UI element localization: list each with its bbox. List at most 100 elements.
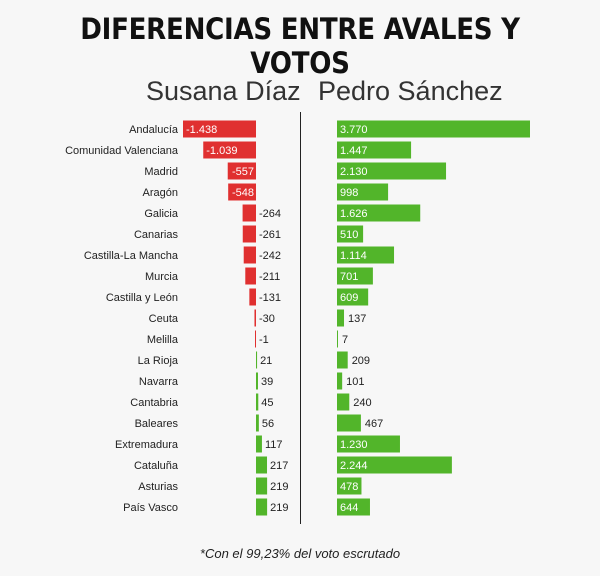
category-label-pais-vasco: País Vasco	[123, 502, 178, 514]
value-label-pedro-la-rioja: 209	[352, 355, 370, 367]
category-label-castilla-y-leon: Castilla y León	[106, 292, 178, 304]
category-label-navarra: Navarra	[139, 376, 179, 388]
footnote: *Con el 99,23% del voto escrutado	[199, 546, 401, 561]
bar-pedro-navarra	[337, 372, 343, 390]
bar-susana-castilla-la-mancha	[243, 246, 256, 264]
value-label-susana-ceuta: -30	[259, 313, 275, 325]
bar-pedro-andalucia	[337, 120, 530, 138]
value-label-susana-la-rioja: 21	[260, 355, 272, 367]
value-label-pedro-extremadura: 1.230	[340, 439, 368, 451]
bar-susana-navarra	[256, 372, 258, 390]
value-label-pedro-cataluna: 2.244	[340, 460, 368, 472]
category-label-castilla-la-mancha: Castilla-La Mancha	[84, 250, 179, 262]
bar-susana-cataluna	[256, 456, 268, 474]
category-label-la-rioja: La Rioja	[138, 355, 179, 367]
bar-susana-melilla	[255, 330, 256, 348]
category-label-canarias: Canarias	[134, 229, 179, 241]
category-label-melilla: Melilla	[147, 334, 179, 346]
category-label-cantabria: Cantabria	[130, 397, 179, 409]
bar-susana-comunidad-valenciana	[203, 141, 256, 159]
bar-pedro-ceuta	[337, 309, 345, 327]
chart-title: DIFERENCIAS ENTRE AVALES Y VOTOS	[80, 12, 520, 80]
value-label-pedro-melilla: 7	[342, 334, 348, 346]
value-label-susana-extremadura: 117	[265, 439, 283, 451]
category-label-andalucia: Andalucía	[129, 124, 179, 136]
bar-susana-castilla-y-leon	[249, 288, 256, 306]
bar-pedro-comunidad-valenciana	[337, 141, 412, 159]
value-label-pedro-pais-vasco: 644	[340, 502, 358, 514]
value-label-susana-andalucia: -1.438	[186, 124, 217, 136]
bar-pedro-cantabria	[337, 393, 350, 411]
bar-pedro-galicia	[337, 204, 421, 222]
value-label-pedro-cantabria: 240	[353, 397, 371, 409]
value-label-susana-comunidad-valenciana: -1.039	[206, 145, 237, 157]
bar-pedro-la-rioja	[337, 351, 348, 369]
bar-pedro-aragon	[337, 183, 389, 201]
value-label-pedro-ceuta: 137	[348, 313, 366, 325]
bar-pedro-melilla	[337, 330, 338, 348]
value-label-susana-galicia: -264	[259, 208, 281, 220]
center-divider	[300, 112, 301, 524]
bar-susana-aragon	[228, 183, 256, 201]
bar-susana-la-rioja	[256, 351, 258, 369]
category-label-cataluna: Cataluña	[134, 460, 179, 472]
value-label-pedro-madrid: 2.130	[340, 166, 368, 178]
bar-pedro-murcia	[337, 267, 373, 285]
bar-pedro-castilla-la-mancha	[337, 246, 395, 264]
bar-susana-galicia	[242, 204, 256, 222]
bar-susana-cantabria	[256, 393, 259, 411]
bar-susana-extremadura	[256, 435, 262, 453]
bar-pedro-extremadura	[337, 435, 400, 453]
value-label-pedro-navarra: 101	[346, 376, 364, 388]
category-label-aragon: Aragón	[143, 187, 178, 199]
value-label-susana-canarias: -261	[259, 229, 281, 241]
category-label-murcia: Murcia	[145, 271, 179, 283]
bar-pedro-asturias	[337, 477, 362, 495]
value-label-susana-murcia: -211	[259, 271, 280, 283]
value-label-pedro-baleares: 467	[365, 418, 383, 430]
value-label-susana-madrid: -557	[232, 166, 254, 178]
value-label-pedro-castilla-y-leon: 609	[340, 292, 358, 304]
category-label-galicia: Galicia	[144, 208, 179, 220]
value-label-pedro-comunidad-valenciana: 1.447	[340, 145, 368, 157]
bar-pedro-pais-vasco	[337, 498, 370, 516]
value-label-susana-castilla-y-leon: -131	[259, 292, 281, 304]
bar-pedro-madrid	[337, 162, 447, 180]
value-label-pedro-castilla-la-mancha: 1.114	[340, 250, 367, 262]
value-label-susana-melilla: -1	[259, 334, 269, 346]
value-label-susana-cantabria: 45	[261, 397, 273, 409]
value-label-susana-cataluna: 217	[270, 460, 288, 472]
value-label-susana-baleares: 56	[262, 418, 274, 430]
bar-susana-murcia	[245, 267, 256, 285]
value-label-susana-pais-vasco: 219	[270, 502, 288, 514]
bar-susana-pais-vasco	[256, 498, 268, 516]
bar-pedro-baleares	[337, 414, 361, 432]
bar-susana-madrid	[227, 162, 256, 180]
value-label-pedro-canarias: 510	[340, 229, 358, 241]
value-label-pedro-andalucia: 3.770	[340, 124, 368, 136]
bar-pedro-cataluna	[337, 456, 452, 474]
category-label-ceuta: Ceuta	[149, 313, 179, 325]
bar-susana-baleares	[256, 414, 259, 432]
series-label-pedro-sanchez: Pedro Sánchez	[318, 76, 503, 106]
category-label-asturias: Asturias	[138, 481, 178, 493]
value-label-pedro-aragon: 998	[340, 187, 358, 199]
value-label-susana-asturias: 219	[270, 481, 288, 493]
bar-susana-canarias	[242, 225, 256, 243]
bar-pedro-canarias	[337, 225, 364, 243]
value-label-susana-navarra: 39	[261, 376, 273, 388]
value-label-pedro-murcia: 701	[340, 271, 358, 283]
category-label-comunidad-valenciana: Comunidad Valenciana	[65, 145, 179, 157]
value-label-pedro-asturias: 478	[340, 481, 358, 493]
bar-susana-asturias	[256, 477, 268, 495]
value-label-susana-aragon: -548	[232, 187, 254, 199]
bar-susana-andalucia	[183, 120, 256, 138]
value-label-pedro-galicia: 1.626	[340, 208, 368, 220]
bar-susana-ceuta	[254, 309, 256, 327]
category-label-baleares: Baleares	[135, 418, 179, 430]
value-label-susana-castilla-la-mancha: -242	[259, 250, 281, 262]
category-label-madrid: Madrid	[144, 166, 178, 178]
bar-pedro-castilla-y-leon	[337, 288, 369, 306]
category-label-extremadura: Extremadura	[115, 439, 179, 451]
